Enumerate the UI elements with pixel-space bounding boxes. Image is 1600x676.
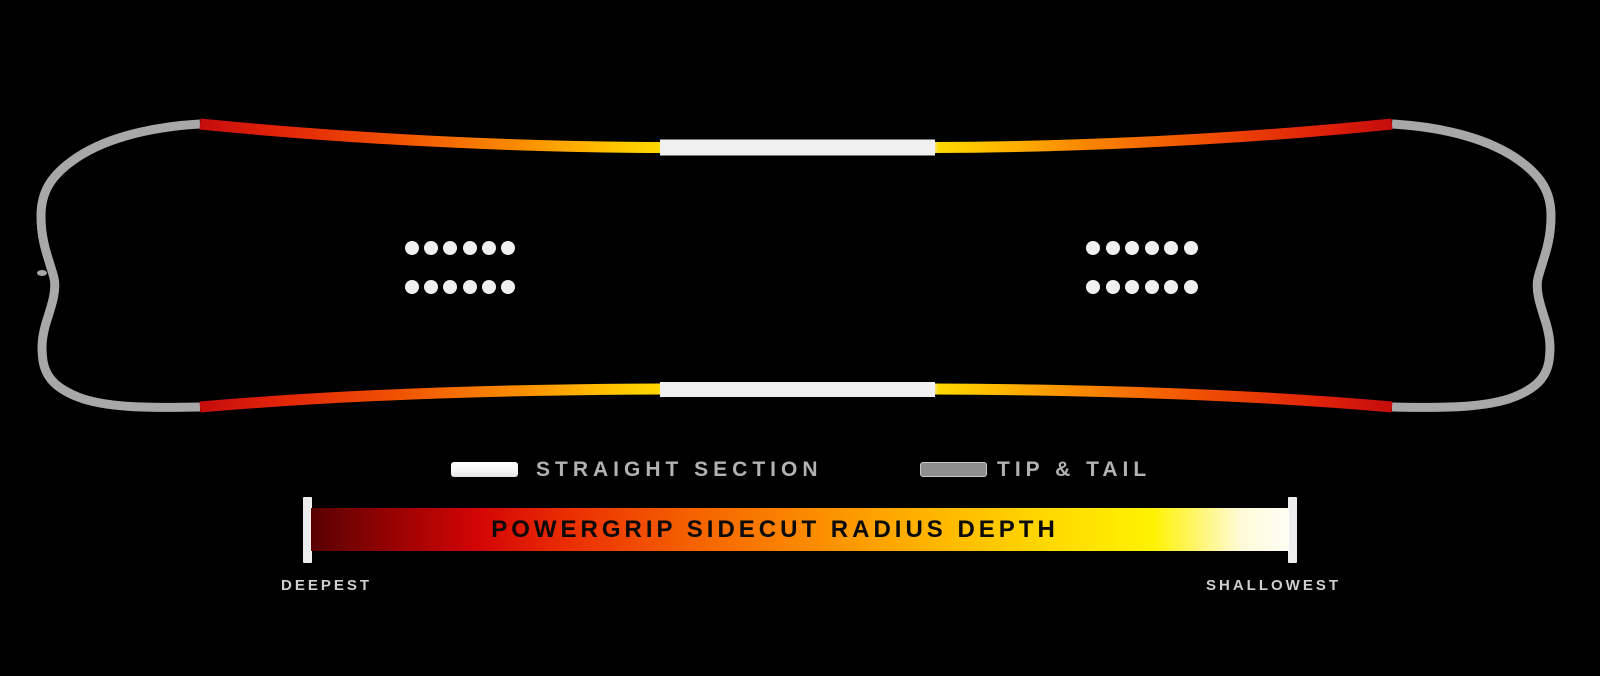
tip-contour-tick (37, 270, 47, 276)
shallowest-label: SHALLOWEST (1206, 577, 1341, 594)
legend-straight-section-label: STRAIGHT SECTION (536, 458, 823, 481)
board-tail-outline (1391, 119, 1556, 412)
insert-pack-left (405, 241, 515, 294)
depth-scale-gradient-bar: POWERGRIP SIDECUT RADIUS DEPTH (311, 508, 1289, 551)
depth-scale-right-cap (1288, 497, 1297, 563)
legend-straight-section-swatch (451, 462, 518, 477)
legend-tip-tail-label: TIP & TAIL (997, 458, 1152, 481)
deepest-label: DEEPEST (281, 577, 373, 594)
legend-tip-tail-swatch (920, 462, 987, 477)
depth-scale-left-cap (303, 497, 312, 563)
depth-scale-title: POWERGRIP SIDECUT RADIUS DEPTH (491, 515, 1059, 543)
insert-pack-right (1086, 241, 1198, 294)
board-tip-outline (36, 119, 201, 412)
